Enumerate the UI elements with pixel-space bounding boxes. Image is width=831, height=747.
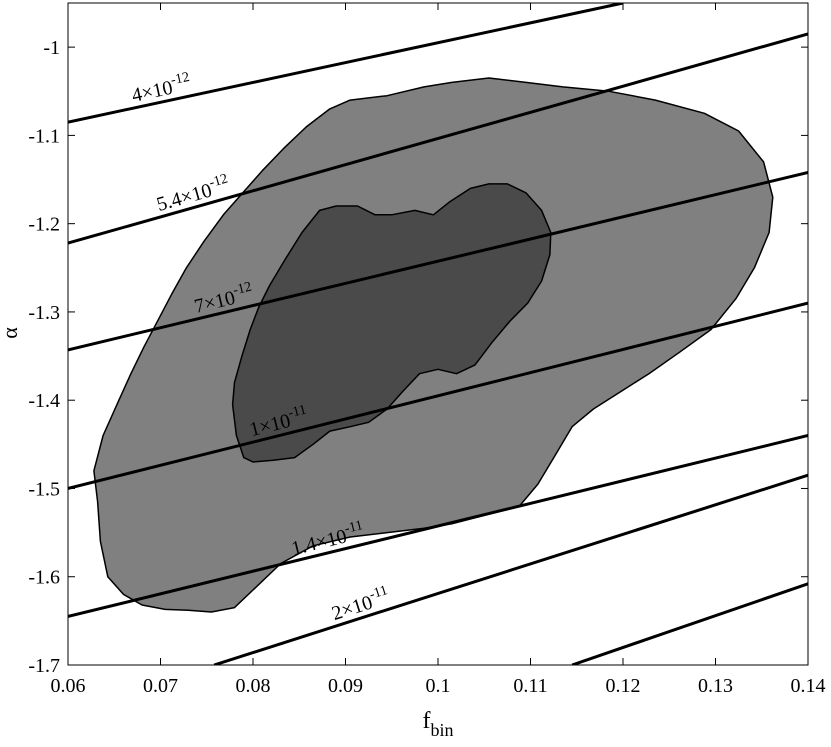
x-tick-label: 0.08 [236,675,271,697]
contour-line [68,32,808,245]
y-tick-label: -1.2 [28,214,60,236]
x-tick-label: 0.06 [51,675,86,697]
contour-line [213,473,808,665]
lines-layer [68,3,808,665]
x-axis-label-subscript: bin [430,720,453,740]
regions-layer [93,77,774,613]
y-tick-label: -1.5 [28,478,60,500]
x-tick-label: 0.13 [698,675,733,697]
y-axis-label: α [0,327,22,339]
x-tick-label: 0.09 [328,675,363,697]
x-axis-label: fbin [422,708,453,740]
x-tick-label: 0.14 [791,675,826,697]
y-tick-label: -1.3 [28,302,60,324]
contour-line [68,301,808,490]
y-tick-label: -1 [43,37,60,59]
x-tick-label: 0.11 [513,675,547,697]
x-axis: 0.06 0.07 0.08 0.09 0.1 0.11 0.12 0.13 0.14 [51,3,826,697]
x-tick-label: 0.07 [143,675,178,697]
x-tick-label: 0.1 [426,675,451,697]
contour-line [68,3,624,124]
y-tick-label: -1.4 [28,390,60,412]
y-tick-label: -1.6 [28,567,60,589]
contour-line [68,171,808,352]
y-axis: -1 -1.1 -1.2 -1.3 -1.4 -1.5 -1.6 -1.7 [28,37,808,677]
contour-line [68,434,808,618]
y-tick-label: -1.7 [28,655,60,677]
x-tick-label: 0.12 [606,675,641,697]
contour-line [571,582,808,665]
y-tick-label: -1.1 [28,125,60,147]
